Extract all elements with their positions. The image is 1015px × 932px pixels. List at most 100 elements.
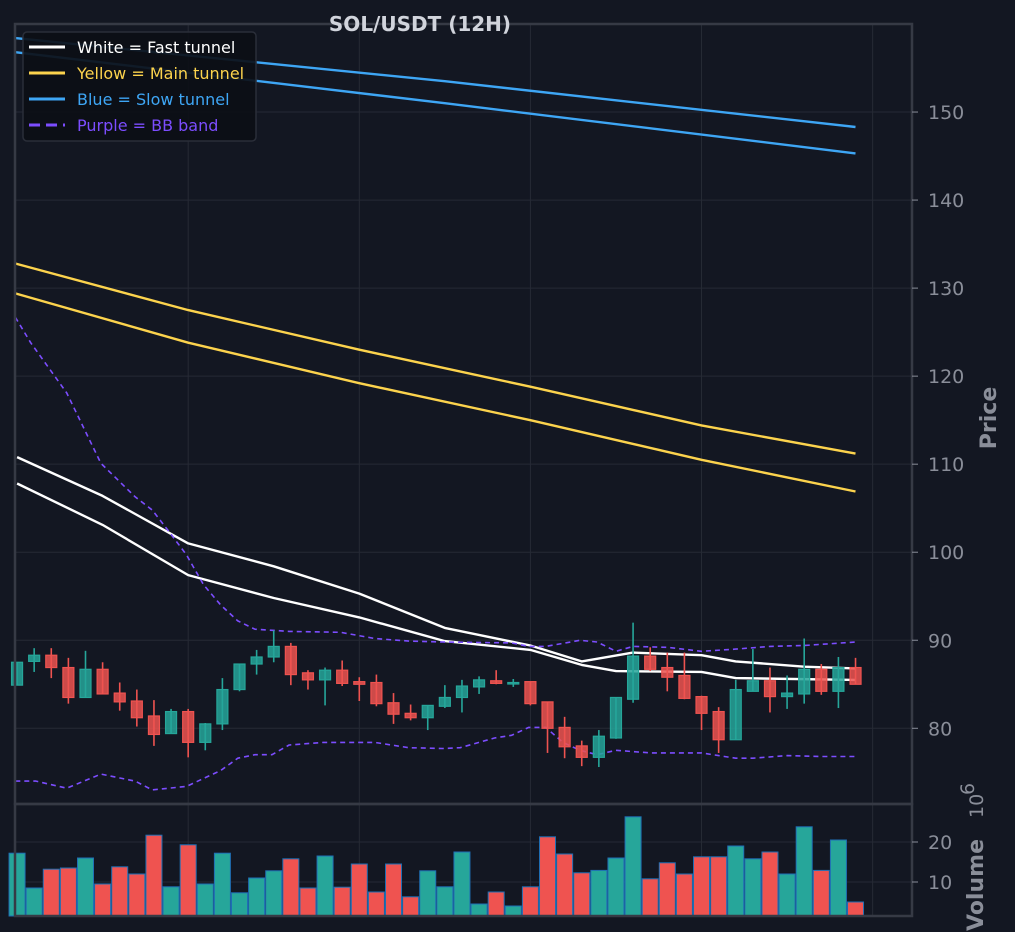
volume-bar <box>145 834 163 917</box>
price-tick-label: 140 <box>928 190 964 212</box>
volume-bar <box>25 887 43 917</box>
candle-up <box>746 649 759 692</box>
candle-down <box>45 648 58 679</box>
candle-body <box>438 696 451 707</box>
candle-body <box>182 710 195 743</box>
volume-bar <box>333 886 351 917</box>
candle-body <box>45 654 58 669</box>
legend-label: Blue = Slow tunnel <box>77 90 230 109</box>
candle-body <box>763 680 777 698</box>
candle-body <box>849 666 862 685</box>
volume-bar <box>521 886 539 917</box>
volume-bar <box>607 857 625 917</box>
candle-up <box>592 730 605 768</box>
volume-bar <box>8 852 26 917</box>
volume-offset-base: 10 <box>966 794 988 818</box>
line-fast-upper <box>16 456 856 670</box>
candle-body <box>541 701 554 729</box>
candle-body <box>524 681 537 705</box>
candle-down <box>575 740 588 767</box>
volume-bar <box>299 887 317 917</box>
chart-title: SOL/USDT (12H) <box>329 12 511 36</box>
volume-bar <box>641 878 659 917</box>
candle-up <box>438 685 451 709</box>
legend-label: Yellow = Main tunnel <box>76 64 244 83</box>
candle-body <box>712 710 725 741</box>
volume-bar <box>504 905 522 917</box>
candle-up <box>472 676 486 694</box>
candle-body <box>815 668 828 692</box>
candle-body <box>472 679 486 688</box>
candle-up <box>455 679 469 713</box>
candle-up <box>626 622 640 703</box>
price-tick-label: 80 <box>928 718 952 740</box>
line-bb-lower <box>15 726 856 791</box>
candle-body <box>28 654 41 662</box>
candle-down <box>130 689 143 727</box>
volume-bar <box>282 858 300 917</box>
volume-bar <box>847 901 865 917</box>
volume-bar <box>539 836 557 917</box>
candle-body <box>336 669 349 684</box>
volume-offset-exponent: 6 <box>957 783 979 795</box>
price-tick-label: 90 <box>928 630 952 652</box>
volume-bar <box>778 873 796 917</box>
candle-down <box>113 682 126 711</box>
candle-down <box>490 670 503 685</box>
volume-bar <box>710 856 728 917</box>
candle-body <box>798 668 811 695</box>
candle-body <box>96 668 109 695</box>
volume-bar <box>812 869 830 917</box>
candle-body <box>695 695 708 714</box>
price-tick-label: 120 <box>928 366 964 388</box>
price-tick-label: 110 <box>928 454 964 476</box>
volume-bar <box>402 896 420 917</box>
candle-body <box>318 669 332 681</box>
candle-body <box>404 712 417 719</box>
candle-down <box>815 664 828 695</box>
candle-up <box>199 723 212 751</box>
volume-bar <box>77 857 95 917</box>
candle-body <box>353 681 366 685</box>
candle-down <box>387 693 400 724</box>
candle-body <box>301 672 315 681</box>
line-bb-upper <box>14 316 856 653</box>
candle-up <box>267 630 280 663</box>
candle-down <box>62 657 75 704</box>
candle-down <box>661 652 674 692</box>
candle-up <box>164 708 178 735</box>
candle-body <box>455 685 469 699</box>
candle-down <box>558 716 571 759</box>
candle-body <box>113 692 126 703</box>
volume-bar <box>94 883 112 917</box>
candle-down <box>849 657 862 685</box>
volume-panel-frame <box>13 802 914 918</box>
candle-down <box>644 647 657 672</box>
volume-bar <box>573 872 591 917</box>
candle-body <box>199 723 212 743</box>
candle-body <box>62 666 75 699</box>
volume-bar <box>761 851 779 917</box>
candle-body <box>678 674 691 699</box>
candle-down <box>182 708 195 758</box>
volume-tick-label: 10 <box>928 872 952 894</box>
volume-bar <box>419 870 437 917</box>
candle-down <box>147 700 161 746</box>
volume-bar <box>213 852 231 917</box>
candle-body <box>746 680 759 692</box>
candle-down <box>763 667 777 713</box>
volume-bar <box>693 856 711 917</box>
candle-body <box>267 645 280 658</box>
volume-bar <box>436 886 454 917</box>
candles <box>10 622 862 768</box>
candle-down <box>370 674 383 707</box>
candle-body <box>490 680 503 684</box>
volume-bar <box>744 858 762 917</box>
volume-bar <box>470 903 488 917</box>
volume-bar <box>487 891 505 917</box>
candle-up <box>250 649 263 675</box>
line-main-lower <box>14 292 856 493</box>
candle-up <box>729 679 742 741</box>
candle-down <box>712 707 725 753</box>
